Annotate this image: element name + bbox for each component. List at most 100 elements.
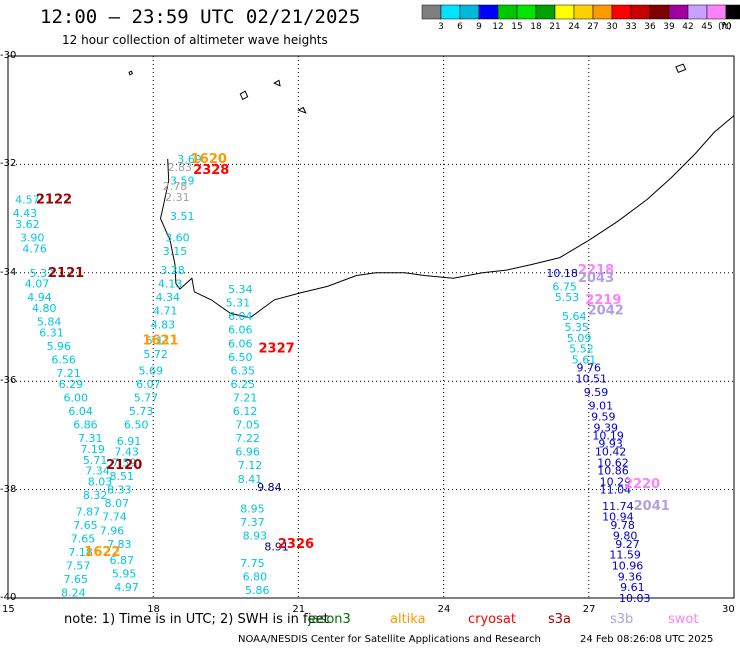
colorbar-unit: (ft) (718, 22, 732, 32)
wave-height-value: 10.51 (575, 372, 607, 385)
wave-height-value: 5.71 (83, 454, 108, 467)
wave-height-value: 4.83 (151, 318, 176, 331)
latitude-label: -36 (0, 375, 17, 387)
wave-height-value: 5.64 (562, 310, 587, 323)
pass-time-label: 2121 (48, 266, 84, 281)
wave-height-value: 10.03 (619, 592, 651, 605)
wave-height-value: 5.34 (228, 283, 253, 296)
wave-height-value: 7.05 (235, 419, 260, 432)
wave-height-value: 9.84 (257, 481, 282, 494)
wave-height-value: 9.01 (589, 400, 614, 413)
wave-height-value: 11.04 (600, 484, 632, 497)
pass-time-label: 2326 (278, 537, 314, 552)
wave-height-value: 7.37 (240, 516, 265, 529)
wave-height-value: 7.74 (102, 511, 127, 524)
wave-height-value: 3.28 (160, 264, 185, 277)
island (273, 79, 281, 87)
wave-height-value: 7.59 (112, 457, 137, 470)
wave-height-value: 4.97 (114, 581, 139, 594)
wave-height-value: 4.34 (155, 291, 180, 304)
wave-height-value: 5.69 (139, 364, 164, 377)
wave-height-value: 6.00 (64, 391, 89, 404)
colorbar-label: 36 (644, 22, 656, 32)
longitude-label: 15 (2, 604, 15, 615)
island (128, 70, 134, 76)
wave-height-value: 5.96 (47, 340, 72, 353)
wave-height-value: 6.75 (552, 280, 577, 293)
colorbar-label: 70 (720, 22, 732, 32)
wave-height-value: 5.72 (143, 348, 168, 361)
latitude-label: -30 (0, 50, 17, 61)
colorbar-label: 6 (457, 22, 463, 32)
wave-height-value: 2.78 (163, 180, 188, 193)
wave-height-value: 7.43 (114, 446, 139, 459)
wave-height-value: 9.59 (584, 386, 609, 399)
wave-height-value: 8.32 (83, 489, 108, 502)
wave-height-value: 7.65 (64, 573, 89, 586)
wave-height-value: 9.59 (591, 410, 616, 423)
wave-height-value: 4.13 (158, 278, 183, 291)
wave-height-value: 4.07 (25, 278, 50, 291)
wave-height-value: 8.93 (243, 530, 268, 543)
wave-height-value: 3.59 (170, 175, 195, 188)
wave-height-value: 8.91 (264, 541, 289, 554)
wave-height-value: 8.03 (88, 475, 113, 488)
wave-height-value: 2.83 (168, 161, 193, 174)
wave-height-value: 5.86 (245, 584, 270, 597)
wave-height-value: 7.57 (66, 559, 91, 572)
wave-height-value: 10.96 (612, 559, 644, 572)
wave-height-value: 5.95 (112, 568, 137, 581)
wave-height-value: 6.91 (117, 435, 142, 448)
latitude-label: -40 (0, 592, 17, 603)
note-text: note: 1) Time is in UTC; 2) SWH is in fe… (64, 612, 329, 627)
wave-height-value: 11.74 (602, 500, 634, 513)
wave-height-value: 7.21 (56, 367, 81, 380)
wave-height-value: 2.31 (165, 191, 190, 204)
wave-height-value: 5.31 (226, 297, 251, 310)
wave-height-value: 3.60 (165, 232, 190, 245)
wave-height-value: 3.51 (170, 210, 195, 223)
wave-height-value: 7.31 (78, 432, 103, 445)
colorbar-label: 9 (476, 22, 482, 32)
wave-height-value: 5.11 (146, 335, 171, 348)
wave-height-value: 6.31 (39, 326, 64, 339)
colorbar-label: 12 (492, 22, 504, 32)
colorbar-label: 45 (701, 22, 713, 32)
wave-height-value: 7.12 (238, 459, 263, 472)
wave-height-value: 3.90 (20, 232, 45, 245)
wave-height-value: 6.25 (230, 378, 255, 391)
pass-time-label: 2122 (36, 193, 72, 208)
pass-time-label: 1620 (191, 152, 227, 167)
pass-time-label: 2041 (634, 499, 670, 514)
wave-height-value: 5.35 (564, 321, 589, 334)
wave-height-value: 9.61 (620, 581, 645, 594)
longitude-label: 18 (147, 604, 160, 615)
wave-height-value: 8.95 (240, 503, 265, 516)
wave-height-value: 10.19 (592, 429, 624, 442)
longitude-label: 21 (292, 604, 306, 615)
wave-height-value: 6.50 (228, 351, 253, 364)
wave-height-value: 7.65 (73, 519, 98, 532)
pass-time-label: 2042 (588, 304, 624, 319)
footer-timestamp: 24 Feb 08:26:08 UTC 2025 (580, 634, 714, 645)
wave-height-value: 5.73 (129, 405, 154, 418)
wave-height-value: 5.84 (37, 316, 62, 329)
wave-height-value: 5.77 (134, 391, 159, 404)
wave-height-value: 4.71 (153, 305, 178, 318)
wave-height-value: 3.62 (15, 218, 40, 231)
wave-height-value: 4.94 (27, 291, 52, 304)
pass-time-label: 2220 (624, 477, 660, 492)
colorbar-label: 30 (606, 22, 618, 32)
wave-height-value: 7.34 (85, 465, 110, 478)
colorbar-label: 33 (625, 22, 637, 32)
pass-time-label: 2043 (578, 271, 614, 286)
wave-height-value: 7.75 (240, 557, 265, 570)
wave-height-value: 9.80 (613, 530, 638, 543)
footer-credit: NOAA/NESDIS Center for Satellite Applica… (238, 634, 541, 645)
wave-height-value: 6.04 (68, 405, 93, 418)
pass-time-label: 1621 (142, 334, 178, 349)
island (297, 106, 307, 114)
pass-time-label: 2120 (106, 458, 142, 473)
